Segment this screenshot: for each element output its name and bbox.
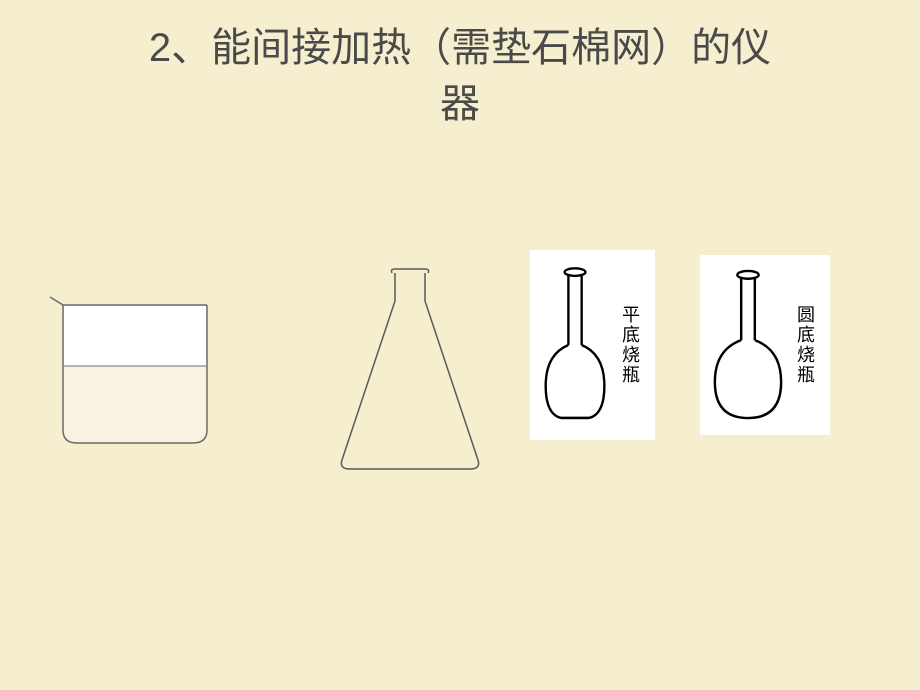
flat-flask-box: 平底烧瓶 xyxy=(530,250,655,440)
flat-flask-diagram: 平底烧瓶 xyxy=(530,250,655,440)
round-flask-box: 圆底烧瓶 xyxy=(700,255,830,435)
flat-flask-svg xyxy=(540,260,611,430)
slide-title: 2、能间接加热（需垫石棉网）的仪 器 xyxy=(0,0,920,132)
apparatus-row: 平底烧瓶 圆底烧瓶 xyxy=(0,250,920,510)
beaker-diagram xyxy=(45,285,215,455)
title-line-2: 器 xyxy=(440,82,480,126)
erlenmeyer-diagram xyxy=(330,265,490,480)
round-flask-svg xyxy=(710,265,786,425)
flat-flask-label: 平底烧瓶 xyxy=(617,305,643,385)
round-flask-label: 圆底烧瓶 xyxy=(792,305,818,385)
erlenmeyer-svg xyxy=(330,265,490,475)
title-line-1: 2、能间接加热（需垫石棉网）的仪 xyxy=(149,26,771,70)
round-flask-diagram: 圆底烧瓶 xyxy=(700,255,830,435)
beaker-svg xyxy=(45,285,215,450)
